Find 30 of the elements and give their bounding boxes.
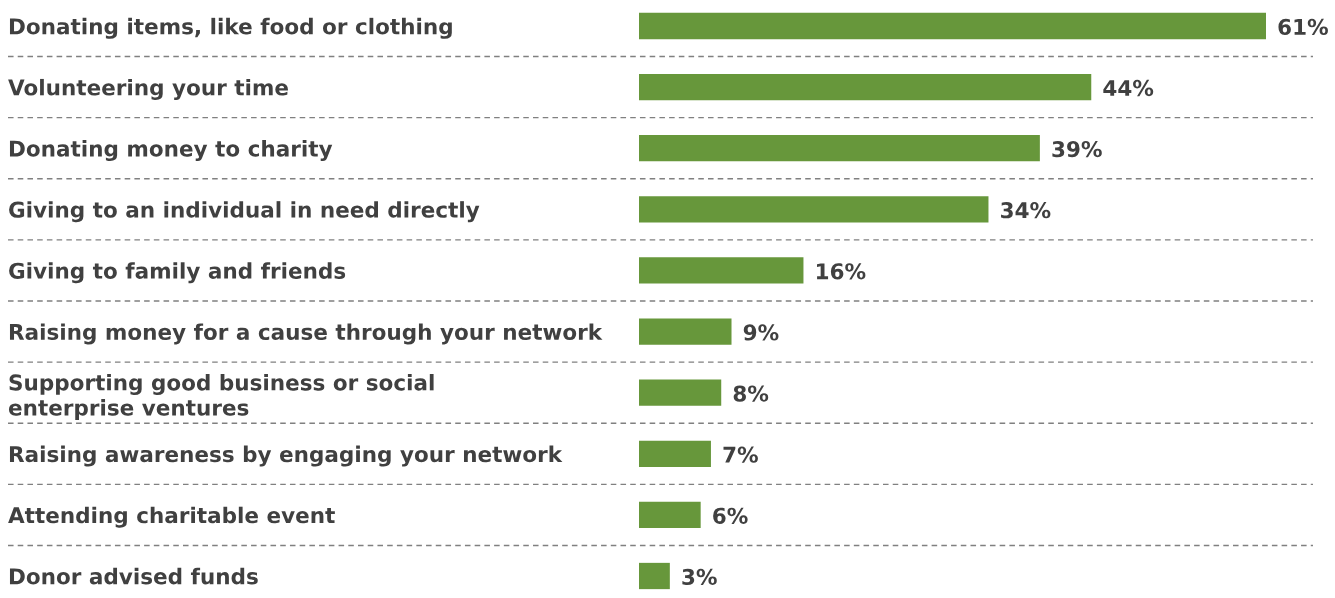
bar (639, 379, 722, 406)
y-tick-label: Attending charitable event (8, 506, 335, 528)
bar (639, 501, 701, 529)
y-tick-label: Donor advised funds (9, 567, 258, 585)
bar (639, 12, 1266, 40)
data-label: 3% (682, 568, 717, 586)
data-label: 9% (743, 324, 779, 341)
y-tick-label: Volunteering your time (8, 78, 288, 100)
bar (639, 135, 1040, 162)
y-tick-label: Giving to family and friends (9, 262, 346, 284)
data-label: 39% (1052, 140, 1102, 158)
bar (639, 440, 711, 467)
data-label: 8% (733, 385, 769, 402)
data-label: 6% (713, 507, 748, 524)
data-label: 7% (723, 446, 758, 463)
bar (639, 257, 804, 284)
data-label: 61% (1278, 18, 1328, 36)
y-tick-label: Giving to an individual in need directly (9, 201, 480, 223)
bar (639, 562, 670, 590)
data-label: 44% (1103, 79, 1154, 97)
y-tick-label: Raising money for a cause through your network (9, 323, 603, 345)
y-tick-label: Raising awareness by engaging your network (9, 445, 563, 467)
bar (639, 318, 732, 345)
bar (639, 196, 989, 223)
bar (639, 73, 1092, 101)
y-tick-label: Supporting good business or social enterprise ventures (8, 373, 434, 420)
y-tick-label: Donating items, like food or clothing (9, 17, 452, 39)
data-label: 34% (1001, 202, 1051, 219)
y-tick-label: Donating money to charity (9, 140, 333, 162)
data-label: 16% (817, 263, 866, 280)
